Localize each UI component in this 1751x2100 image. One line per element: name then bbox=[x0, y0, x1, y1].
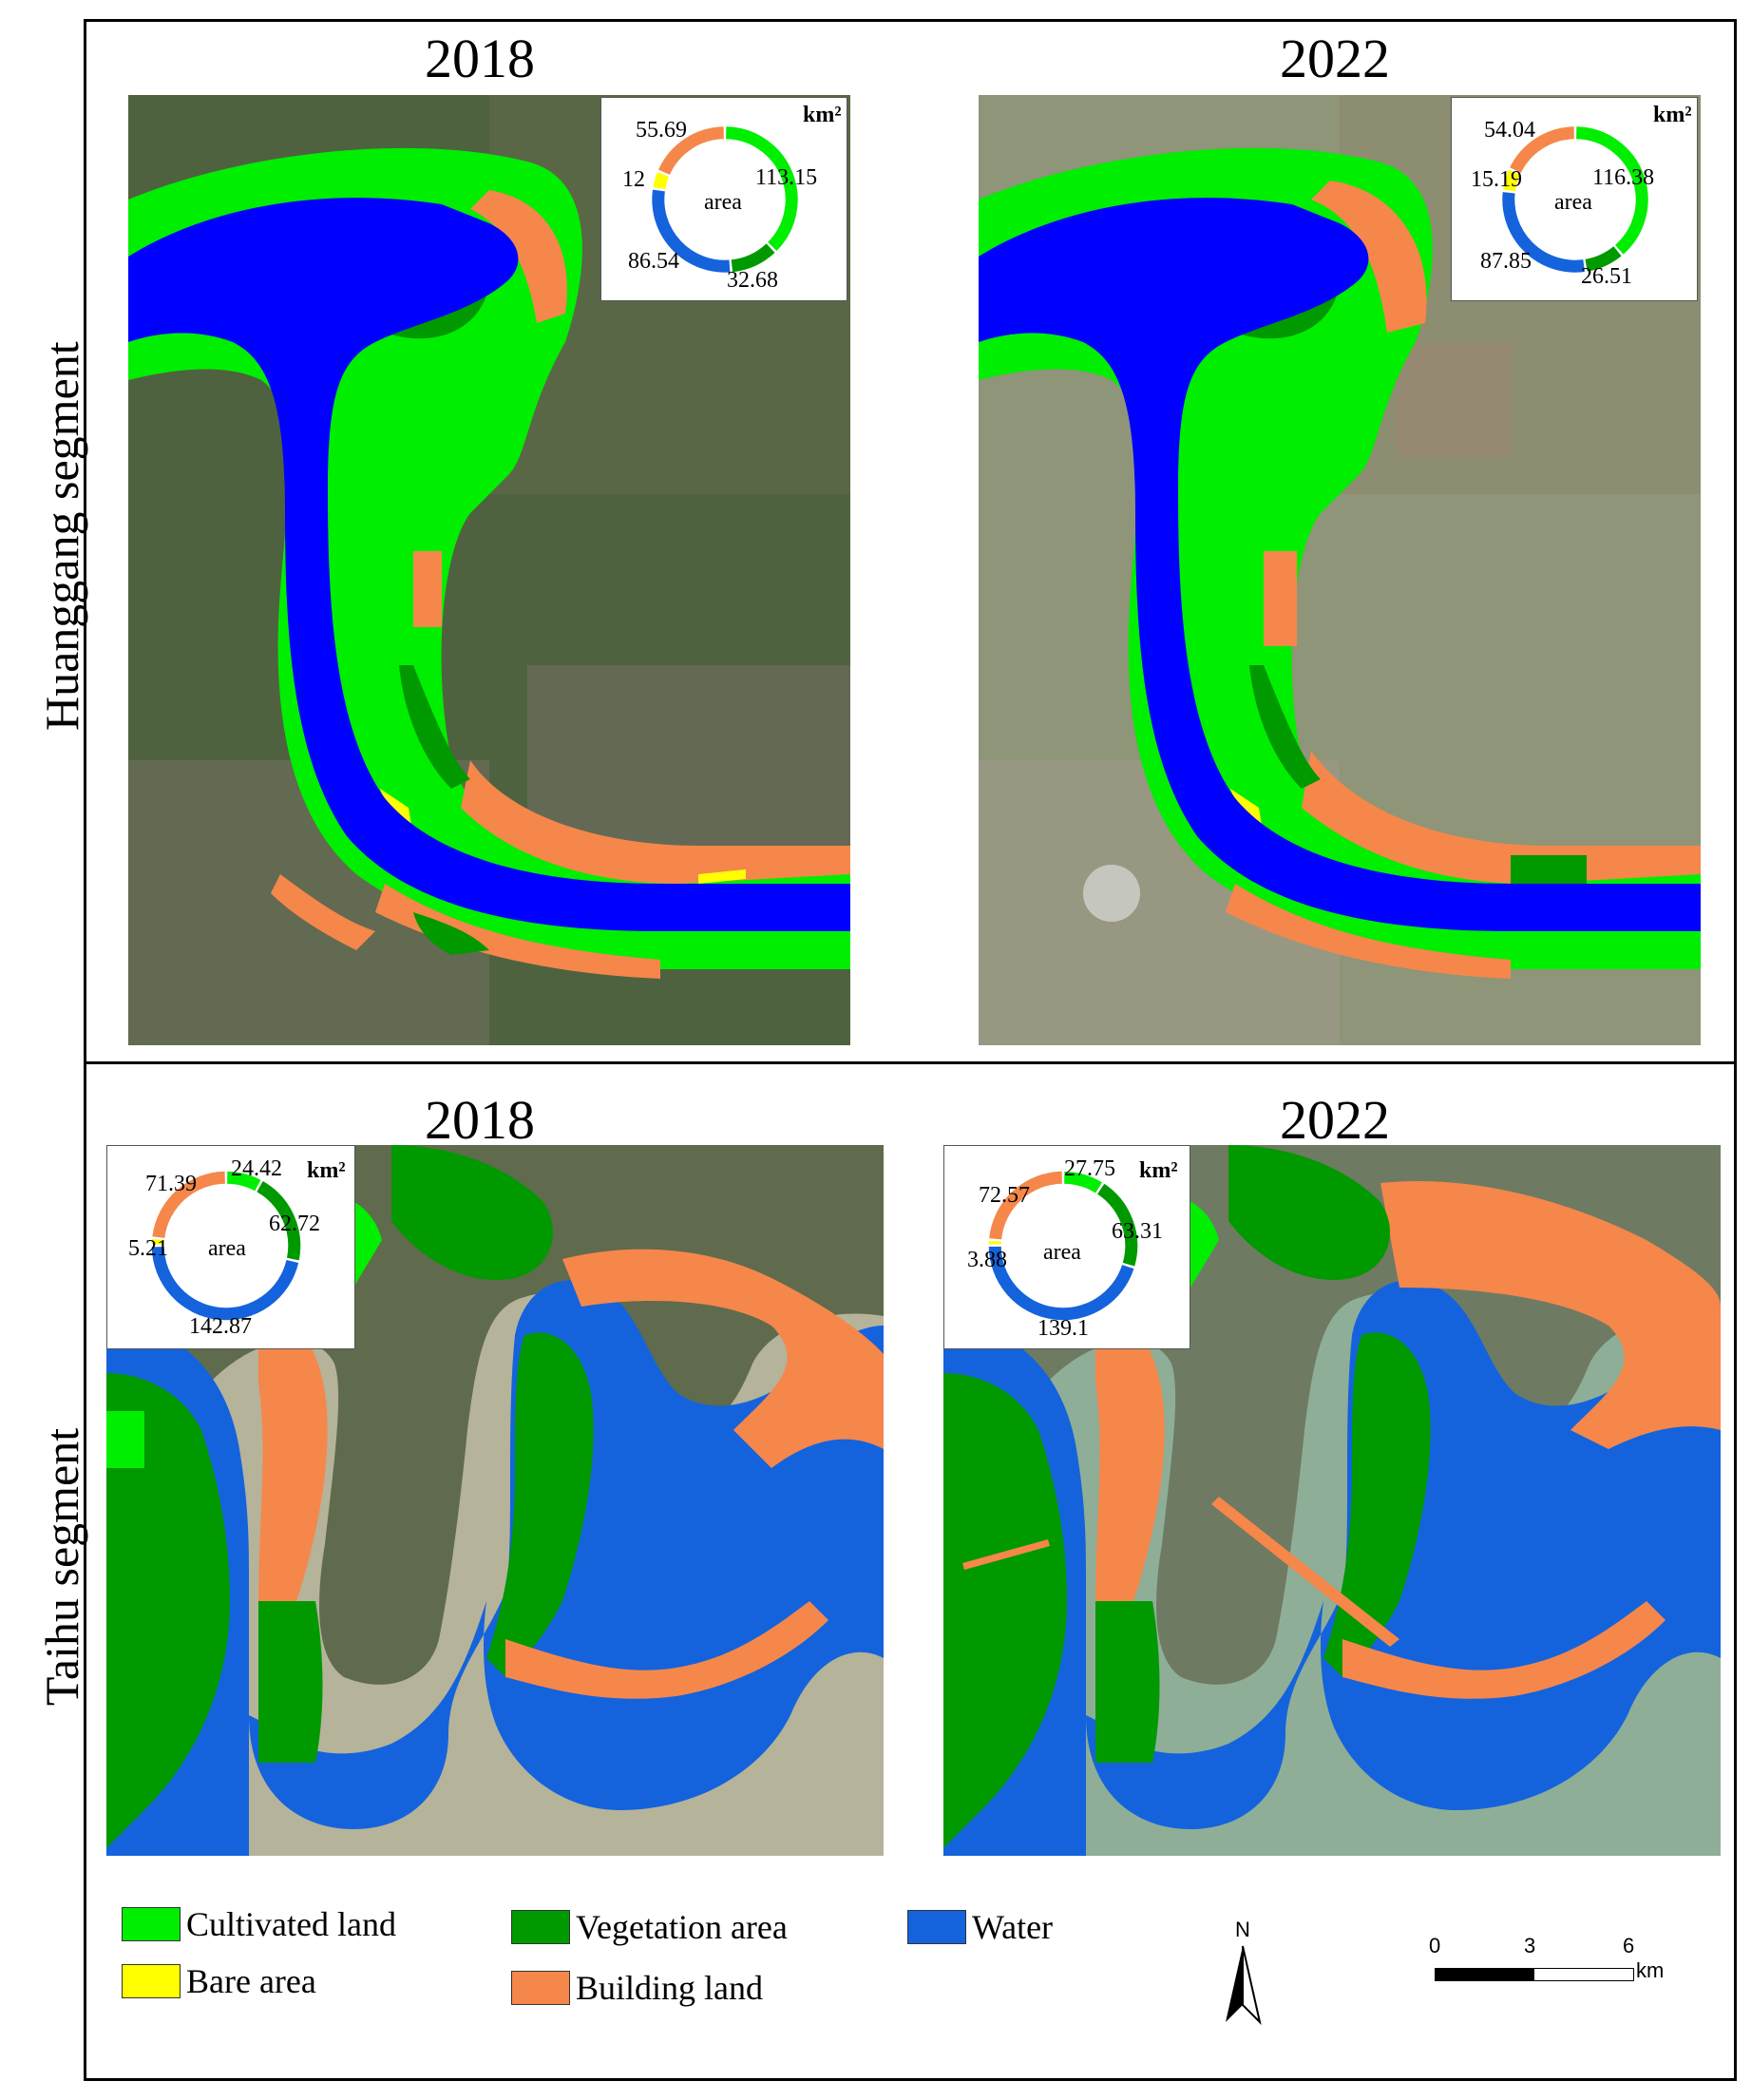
map-huanggang-2018 bbox=[128, 95, 850, 1045]
year-title-huanggang-2022: 2022 bbox=[1280, 28, 1390, 89]
donut-unit-label: km² bbox=[1139, 1158, 1178, 1183]
row-label-taihu: Taihu segment bbox=[35, 1427, 88, 1707]
donut-segment-vegetation-area bbox=[1096, 1183, 1138, 1267]
donut-center-label: area bbox=[1554, 190, 1592, 215]
donut-unit-label: km² bbox=[803, 103, 842, 127]
legend-swatch-building bbox=[511, 1971, 570, 2005]
north-arrow-icon bbox=[1226, 1945, 1262, 2026]
scale-white-segment bbox=[1533, 1968, 1634, 1981]
value-vegetation: 26.51 bbox=[1581, 264, 1632, 289]
value-building: 72.57 bbox=[979, 1183, 1030, 1208]
value-water: 142.87 bbox=[189, 1314, 252, 1339]
value-vegetation: 62.72 bbox=[269, 1212, 320, 1236]
scale-tick-6: 6 bbox=[1623, 1934, 1635, 1957]
legend-label: Bare area bbox=[186, 1962, 316, 2000]
donut-unit-label: km² bbox=[1653, 103, 1692, 127]
donut-chart-taihu-2022: km² area 27.75 63.31 139.1 3.88 72.57 bbox=[943, 1145, 1190, 1349]
row-divider bbox=[84, 1061, 1737, 1064]
donut-segment-building-land bbox=[152, 1171, 226, 1239]
donut-segment-cultivated-land bbox=[1575, 126, 1648, 255]
value-building: 55.69 bbox=[636, 118, 687, 143]
value-water: 86.54 bbox=[628, 249, 679, 274]
donut-segment-vegetation-area bbox=[257, 1181, 301, 1261]
figure-frame bbox=[84, 19, 1737, 2081]
donut-segment-cultivated-land bbox=[226, 1171, 261, 1192]
scale-black-segment bbox=[1435, 1968, 1535, 1981]
legend-item-bare: Bare area bbox=[122, 1962, 316, 2000]
donut-ring bbox=[652, 126, 798, 273]
donut-segment-building-land bbox=[989, 1171, 1063, 1240]
scale-unit: km bbox=[1636, 1958, 1665, 1982]
donut-segment-cultivated-land bbox=[725, 126, 798, 251]
value-cultivated: 27.75 bbox=[1064, 1156, 1115, 1181]
value-vegetation: 32.68 bbox=[727, 268, 778, 293]
value-bare: 12 bbox=[622, 167, 645, 192]
value-bare: 5.21 bbox=[128, 1236, 168, 1261]
donut-center-label: area bbox=[1043, 1240, 1081, 1265]
donut-ring bbox=[988, 1171, 1138, 1321]
value-cultivated: 113.15 bbox=[755, 165, 818, 190]
value-bare: 15.19 bbox=[1471, 167, 1522, 192]
legend-swatch-water bbox=[907, 1910, 966, 1944]
legend-label: Water bbox=[972, 1908, 1054, 1946]
value-cultivated: 116.38 bbox=[1592, 165, 1655, 190]
legend-item-cultivated: Cultivated land bbox=[122, 1905, 396, 1943]
legend-item-water: Water bbox=[907, 1908, 1053, 1946]
scale-bar: 0 3 6 km bbox=[1425, 1934, 1672, 2010]
donut-chart-huanggang-2018: km² area 113.15 32.68 86.54 12 55.69 bbox=[600, 97, 847, 301]
donut-segment-water bbox=[1502, 192, 1586, 273]
value-water: 87.85 bbox=[1480, 249, 1532, 274]
value-cultivated: 24.42 bbox=[231, 1156, 282, 1181]
donut-ring bbox=[1502, 126, 1648, 273]
legend-swatch-bare bbox=[122, 1964, 181, 1998]
legend-item-vegetation: Vegetation area bbox=[511, 1908, 788, 1946]
legend-label: Vegetation area bbox=[576, 1908, 788, 1946]
donut-segment-water bbox=[988, 1246, 1134, 1321]
north-arrow: N bbox=[1218, 1918, 1275, 2032]
year-title-taihu-2018: 2018 bbox=[425, 1089, 535, 1151]
donut-segment-building-land bbox=[658, 126, 725, 176]
donut-segment-water bbox=[652, 189, 731, 273]
value-building: 54.04 bbox=[1484, 118, 1535, 143]
row-label-huanggang: Huanggang segment bbox=[35, 341, 88, 731]
donut-unit-label: km² bbox=[307, 1158, 346, 1183]
year-title-taihu-2022: 2022 bbox=[1280, 1089, 1390, 1151]
value-bare: 3.88 bbox=[967, 1248, 1007, 1272]
donut-segment-bare-area bbox=[1503, 169, 1520, 192]
donut-segment-cultivated-land bbox=[1063, 1171, 1102, 1193]
value-water: 139.1 bbox=[1037, 1316, 1089, 1341]
donut-chart-taihu-2018: km² area 24.42 62.72 142.87 5.21 71.39 bbox=[106, 1145, 355, 1349]
donut-segment-bare-area bbox=[653, 172, 670, 190]
donut-segment-water bbox=[151, 1246, 299, 1321]
legend-swatch-vegetation bbox=[511, 1910, 570, 1944]
value-vegetation: 63.31 bbox=[1112, 1219, 1163, 1244]
donut-center-label: area bbox=[208, 1236, 246, 1261]
legend-label: Building land bbox=[576, 1969, 763, 2007]
legend-item-building: Building land bbox=[511, 1969, 763, 2007]
legend-swatch-cultivated bbox=[122, 1907, 181, 1941]
donut-segment-building-land bbox=[1510, 126, 1575, 174]
donut-center-label: area bbox=[704, 190, 742, 215]
scale-tick-3: 3 bbox=[1524, 1934, 1536, 1957]
north-label: N bbox=[1235, 1918, 1250, 1941]
scale-tick-0: 0 bbox=[1429, 1934, 1441, 1957]
value-building: 71.39 bbox=[145, 1172, 197, 1196]
donut-chart-huanggang-2022: km² area 116.38 26.51 87.85 15.19 54.04 bbox=[1451, 97, 1698, 301]
donut-segment-vegetation-area bbox=[731, 243, 775, 273]
legend-label: Cultivated land bbox=[186, 1905, 396, 1943]
donut-segment-vegetation-area bbox=[1585, 246, 1622, 272]
year-title-huanggang-2018: 2018 bbox=[425, 28, 535, 89]
donut-ring bbox=[151, 1171, 301, 1321]
